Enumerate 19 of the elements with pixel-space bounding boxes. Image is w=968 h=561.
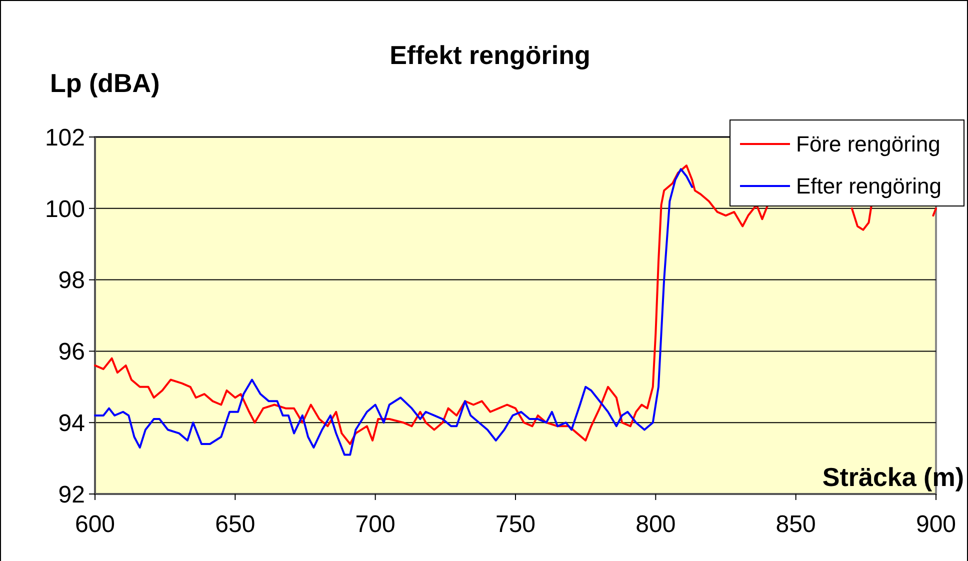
chart-title: Effekt rengöring	[390, 40, 590, 70]
x-axis-title: Sträcka (m)	[822, 462, 964, 492]
y-tick-label: 94	[58, 410, 85, 437]
x-tick-label: 700	[355, 511, 396, 538]
y-tick-label: 96	[58, 338, 85, 366]
y-axis-title: Lp (dBA)	[50, 68, 160, 98]
y-tick-label: 92	[58, 481, 85, 508]
x-tick-label: 750	[495, 511, 536, 538]
x-tick-label: 650	[215, 511, 256, 538]
y-tick-label: 102	[44, 124, 85, 152]
x-tick-label: 600	[74, 511, 116, 538]
y-tick-label: 98	[58, 267, 85, 294]
x-tick-label: 900	[916, 511, 956, 538]
x-tick-label: 800	[636, 511, 676, 538]
legend-label: Före rengöring	[796, 132, 940, 157]
line-series	[94, 168, 694, 456]
legend-label: Efter rengöring	[796, 174, 942, 199]
y-tick-label: 100	[44, 196, 85, 223]
x-tick-label: 850	[776, 511, 816, 538]
